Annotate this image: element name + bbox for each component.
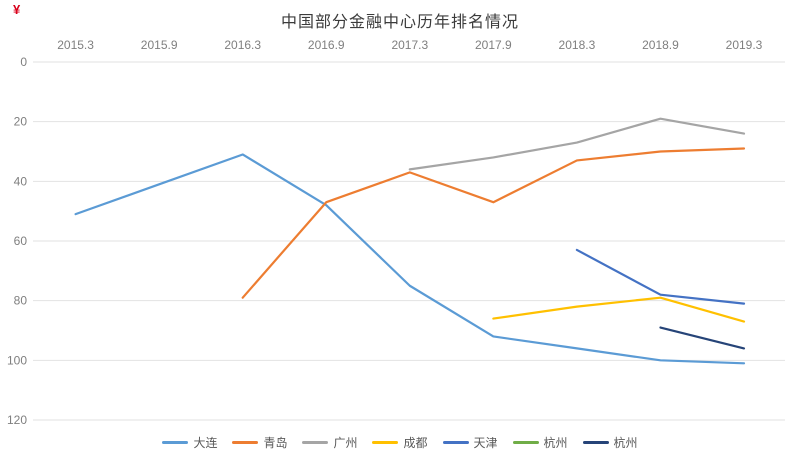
y-axis-tick-label: 80 — [14, 294, 28, 308]
legend-item-成都-3[interactable]: 成都 — [372, 434, 428, 451]
x-axis-tick-label: 2016.3 — [224, 38, 261, 52]
x-axis-tick-label: 2019.3 — [726, 38, 763, 52]
series-line-成都-3 — [492, 296, 746, 323]
legend-line-swatch — [232, 441, 259, 444]
legend-item-青岛-1[interactable]: 青岛 — [232, 434, 287, 451]
legend-label: 青岛 — [263, 436, 288, 450]
legend-line-swatch — [582, 441, 609, 444]
series-line-杭州-6 — [659, 326, 746, 350]
legend-line-swatch — [442, 441, 469, 444]
x-axis-tick-label: 2018.9 — [642, 38, 679, 52]
legend-line-swatch — [512, 441, 539, 444]
legend-line-swatch — [302, 441, 329, 444]
series-line-广州-2 — [408, 117, 746, 171]
y-axis-tick-label: 20 — [14, 115, 28, 129]
legend-label: 成都 — [403, 436, 428, 450]
x-axis-tick-label: 2017.9 — [475, 38, 512, 52]
currency-corner-mark: ¥ — [13, 2, 21, 17]
legend-item-杭州-6[interactable]: 杭州 — [582, 434, 638, 451]
legend-item-大连-0[interactable]: 大连 — [162, 434, 217, 451]
series-line-大连-0 — [74, 153, 746, 365]
series-line-天津-4 — [575, 248, 746, 305]
legend-label: 广州 — [333, 436, 358, 450]
legend-item-广州-2[interactable]: 广州 — [302, 434, 357, 451]
series-line-青岛-1 — [241, 147, 746, 299]
legend-label: 杭州 — [613, 436, 638, 450]
legend-label: 大连 — [193, 436, 218, 450]
legend-item-杭州-5[interactable]: 杭州 — [512, 434, 568, 451]
chart-legend: 大连 青岛 广州 成都 天津 杭州 杭州 — [0, 434, 800, 451]
legend-line-swatch — [372, 441, 399, 444]
chart-title: 中国部分金融中心历年排名情况 — [280, 14, 519, 31]
y-axis-tick-label: 40 — [14, 174, 28, 188]
y-axis-tick-label: 0 — [20, 55, 27, 69]
x-axis-tick-label: 2017.3 — [391, 38, 428, 52]
legend-item-天津-4[interactable]: 天津 — [442, 434, 498, 451]
x-axis-tick-label: 2015.9 — [141, 38, 178, 52]
y-axis-tick-label: 100 — [7, 353, 27, 367]
x-axis-tick-label: 2018.3 — [559, 38, 596, 52]
x-axis-tick-label: 2015.3 — [57, 38, 94, 52]
legend-line-swatch — [162, 441, 189, 444]
x-axis-tick-label: 2016.9 — [308, 38, 345, 52]
legend-label: 天津 — [473, 436, 498, 450]
y-axis-tick-label: 60 — [14, 234, 28, 248]
legend-label: 杭州 — [543, 436, 568, 450]
y-axis-tick-label: 120 — [7, 413, 27, 427]
